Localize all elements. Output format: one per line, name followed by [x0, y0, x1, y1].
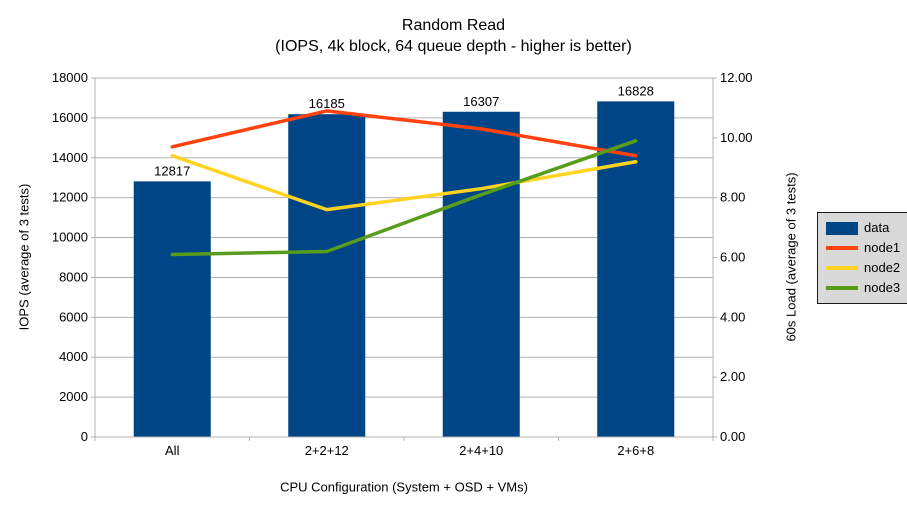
- y2-tick-label: 12.00: [720, 70, 753, 85]
- legend-label-data: data: [864, 220, 890, 235]
- legend-swatch-data: [826, 221, 858, 235]
- y2-tick-label: 2.00: [720, 369, 745, 384]
- y-tick-label: 0: [81, 429, 88, 444]
- left-axis-title: IOPS (average of 3 tests): [16, 183, 32, 331]
- y-tick-label: 18000: [52, 70, 88, 85]
- x-category-label: All: [165, 443, 180, 458]
- y2-tick-label: 0.00: [720, 429, 745, 444]
- line-node1: [170, 109, 638, 158]
- legend: data node1 node2 node3: [817, 212, 907, 304]
- y-tick-label: 12000: [52, 190, 88, 205]
- y-tick-label: 6000: [59, 309, 88, 324]
- y2-tick-label: 10.00: [720, 130, 753, 145]
- y2-tick-label: 8.00: [720, 190, 745, 205]
- y-tick-label: 10000: [52, 230, 88, 245]
- x-category-label: 2+6+8: [617, 443, 654, 458]
- bar-value-label: 16828: [618, 83, 654, 98]
- x-category-label: 2+2+12: [305, 443, 349, 458]
- right-axis-title: 60s Load (average of 3 tests): [783, 172, 799, 342]
- y-tick-label: 14000: [52, 150, 88, 165]
- legend-swatch-node1: [826, 246, 858, 250]
- line-node2: [170, 154, 638, 212]
- legend-item-node3: node3: [826, 281, 900, 295]
- legend-item-data: data: [826, 221, 900, 235]
- chart-title: Random Read: [401, 17, 506, 34]
- legend-label-node3: node3: [864, 280, 901, 295]
- y2-tick-label: 4.00: [720, 309, 745, 324]
- bar-2+2+12: [288, 114, 366, 438]
- legend-swatch-node3: [826, 286, 858, 290]
- legend-label-node1: node1: [864, 240, 901, 255]
- y-tick-label: 4000: [59, 349, 88, 364]
- bar-2+4+10: [442, 111, 520, 438]
- x-axis-title: CPU Configuration (System + OSD + VMs): [280, 479, 528, 495]
- y-tick-label: 2000: [59, 389, 88, 404]
- x-category-label: 2+4+10: [459, 443, 503, 458]
- y-tick-label: 16000: [52, 110, 88, 125]
- legend-item-node2: node2: [826, 261, 900, 275]
- bar-All: [133, 181, 211, 437]
- bar-value-label: 16307: [463, 94, 499, 109]
- bar-value-label: 12817: [154, 163, 190, 178]
- legend-swatch-node2: [826, 266, 858, 270]
- line-node3: [170, 139, 638, 257]
- y-tick-label: 8000: [59, 269, 88, 284]
- legend-item-node1: node1: [826, 241, 900, 255]
- bar-value-label: 16185: [309, 96, 345, 111]
- chart-subtitle: (IOPS, 4k block, 64 queue depth - higher…: [275, 38, 632, 55]
- y2-tick-label: 6.00: [720, 250, 745, 265]
- legend-label-node2: node2: [864, 260, 901, 275]
